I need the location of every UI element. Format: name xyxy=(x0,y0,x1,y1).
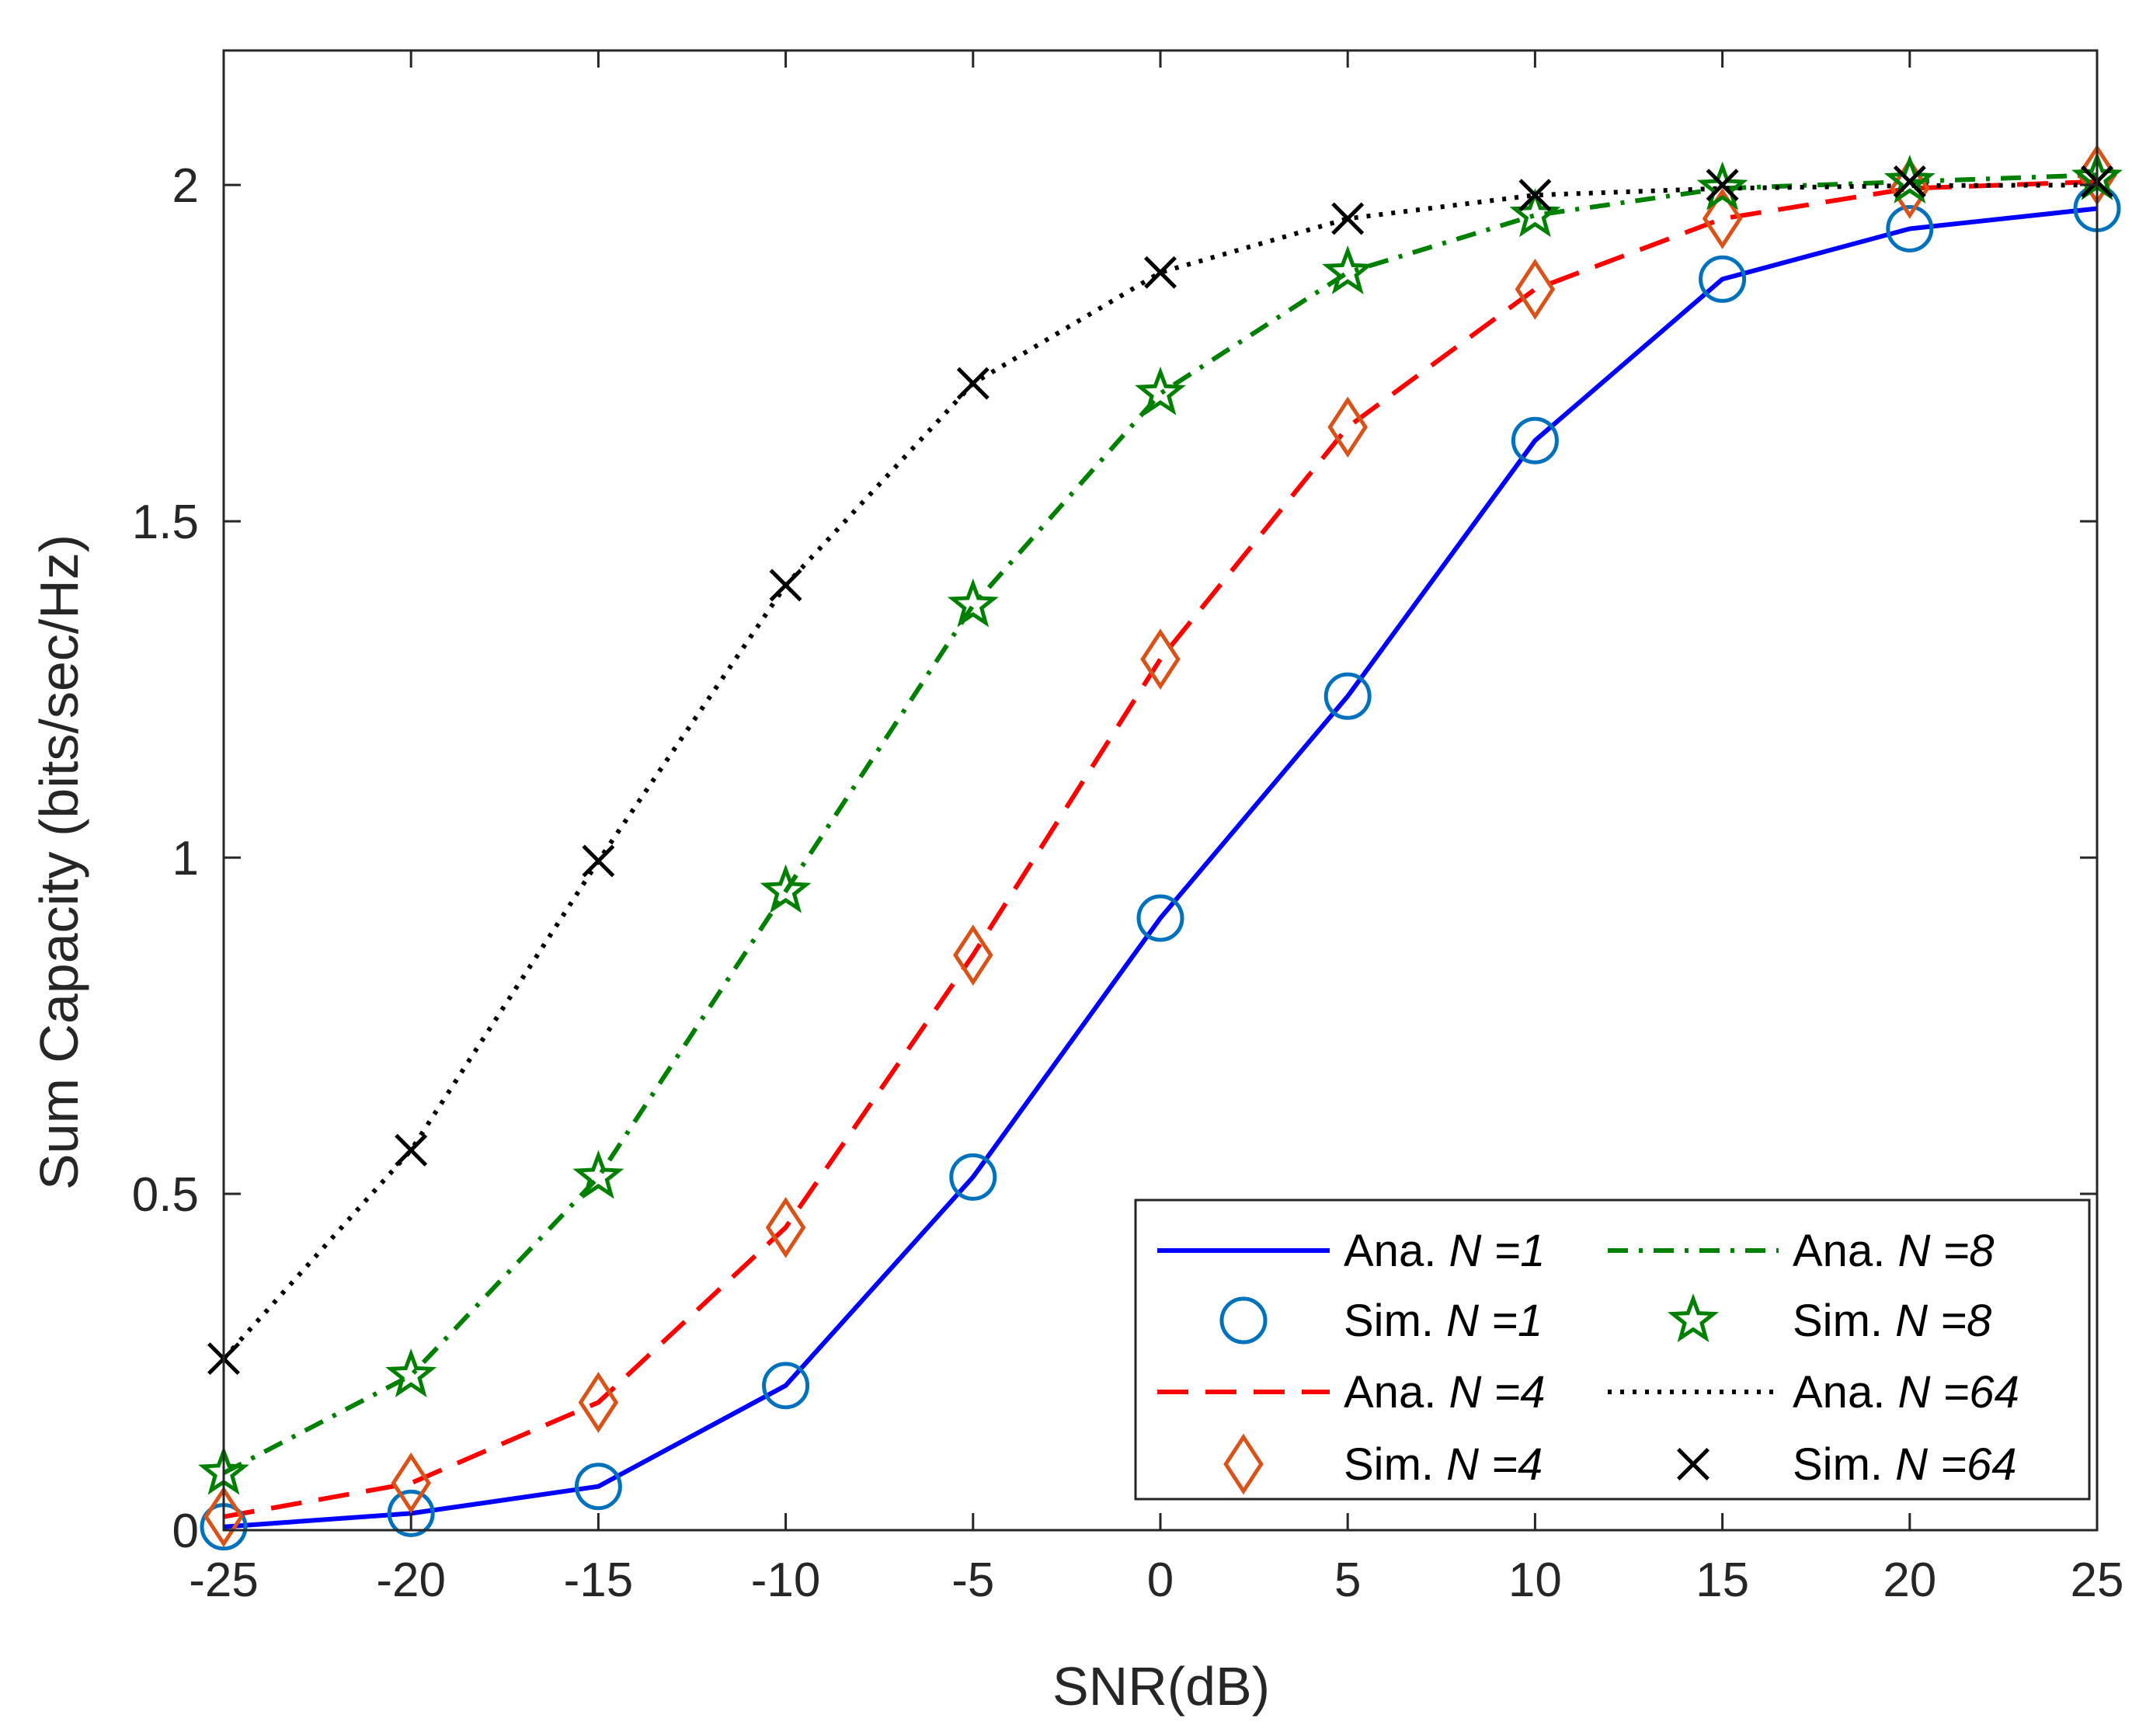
data-point-sim-n-64 xyxy=(582,844,615,878)
series-line-ana-n-1 xyxy=(223,206,2098,1529)
data-point-sim-n-8 xyxy=(1696,161,1748,210)
data-point-sim-n-8 xyxy=(760,864,812,913)
data-point-sim-n-1 xyxy=(1511,416,1559,464)
data-point-sim-n-64 xyxy=(1518,179,1552,212)
data-point-sim-n-8 xyxy=(1322,245,1374,294)
data-point-sim-n-1 xyxy=(1699,255,1747,303)
axes: -25 -20 -15 -10 -5 0 5 10 15 20 25 0 0.5 1 1.5 2 xyxy=(132,49,2124,1607)
legend: Ana. N =1 Sim. N =1 Ana. N =4 Sim. N =4 Ana.… xyxy=(1134,1199,2091,1501)
legend-item-ana-n-8: Ana. N =8 xyxy=(1608,1226,1995,1276)
x-tick-label: 25 xyxy=(2071,1553,2124,1607)
x-tick-label: 5 xyxy=(1334,1553,1361,1607)
x-tick-label: -15 xyxy=(564,1553,634,1607)
legend-label: Sim. N =64 xyxy=(1793,1439,2017,1490)
legend-swatch-marker xyxy=(1223,1433,1264,1495)
x-tick-label: -20 xyxy=(376,1553,446,1607)
data-point-sim-n-4 xyxy=(765,1196,806,1258)
legend-item-sim-n-8: Sim. N =8 xyxy=(1668,1293,1991,1346)
plot-area xyxy=(198,144,2123,1551)
data-point-sim-n-4 xyxy=(1702,188,1743,249)
x-tick-label: 20 xyxy=(1883,1553,1936,1607)
data-point-sim-n-1 xyxy=(1886,204,1934,252)
data-point-sim-n-8 xyxy=(947,578,999,628)
y-axis-label: Sum Capacity (bits/sec/Hz) xyxy=(29,534,89,1190)
y-tick-label: 0 xyxy=(172,1505,199,1558)
data-point-sim-n-4 xyxy=(1327,396,1368,458)
data-point-sim-n-64 xyxy=(1331,202,1365,235)
data-point-sim-n-4 xyxy=(1515,259,1556,320)
x-tick-label: 10 xyxy=(1508,1553,1562,1607)
legend-item-ana-n-1: Ana. N =1 xyxy=(1157,1226,1546,1276)
y-tick-label: 1.5 xyxy=(132,496,199,549)
y-tick-label: 0.5 xyxy=(132,1168,199,1222)
series-markers-sim-n-1 xyxy=(200,184,2121,1551)
x-tick-label: -5 xyxy=(951,1553,994,1607)
series-line-ana-n-8 xyxy=(222,172,2098,1476)
x-tick-label: 15 xyxy=(1696,1553,1749,1607)
x-tick-label: -25 xyxy=(189,1553,259,1607)
legend-label: Ana. N =64 xyxy=(1793,1367,2019,1418)
data-point-sim-n-1 xyxy=(762,1362,810,1410)
data-point-sim-n-64 xyxy=(956,367,990,400)
legend-item-sim-n-64: Sim. N =64 xyxy=(1677,1439,2017,1490)
legend-swatch-marker xyxy=(1219,1296,1268,1345)
data-point-sim-n-64 xyxy=(395,1133,428,1167)
legend-swatch-marker xyxy=(1668,1293,1719,1343)
legend-label: Ana. N =1 xyxy=(1344,1226,1546,1276)
legend-swatch-marker xyxy=(1677,1448,1709,1480)
legend-label: Sim. N =1 xyxy=(1344,1296,1543,1346)
legend-label: Sim. N =4 xyxy=(1344,1439,1543,1490)
data-point-sim-n-4 xyxy=(203,1486,244,1548)
legend-label: Sim. N =8 xyxy=(1793,1296,1991,1346)
series-line-ana-n-64 xyxy=(221,183,2098,1361)
y-tick-label: 1 xyxy=(172,832,199,885)
data-point-sim-n-4 xyxy=(1140,628,1181,691)
data-point-sim-n-1 xyxy=(1323,672,1372,720)
data-point-sim-n-4 xyxy=(391,1452,431,1514)
data-point-sim-n-8 xyxy=(1135,366,1186,416)
x-axis-label: SNR(dB) xyxy=(1052,1656,1270,1717)
data-point-sim-n-64 xyxy=(1144,256,1177,289)
series-line-ana-n-4 xyxy=(223,179,2098,1519)
legend-label: Ana. N =4 xyxy=(1344,1367,1546,1418)
x-tick-label: -10 xyxy=(751,1553,821,1607)
legend-label: Ana. N =8 xyxy=(1793,1226,1995,1276)
legend-item-ana-n-4: Ana. N =4 xyxy=(1157,1367,1546,1418)
data-point-sim-n-1 xyxy=(574,1463,622,1511)
data-point-sim-n-4 xyxy=(953,924,993,986)
data-point-sim-n-64 xyxy=(1706,169,1739,202)
data-point-sim-n-8 xyxy=(385,1348,437,1398)
data-point-sim-n-8 xyxy=(1883,155,1936,204)
series-markers-sim-n-64 xyxy=(207,165,2113,1376)
legend-item-sim-n-4: Sim. N =4 xyxy=(1223,1433,1543,1495)
y-tick-label: 2 xyxy=(172,159,199,213)
data-point-sim-n-1 xyxy=(387,1489,435,1537)
legend-item-sim-n-1: Sim. N =1 xyxy=(1219,1296,1543,1346)
data-point-sim-n-1 xyxy=(1136,894,1184,942)
data-point-sim-n-64 xyxy=(1893,165,1926,198)
data-point-sim-n-4 xyxy=(578,1372,619,1433)
data-point-sim-n-8 xyxy=(572,1150,624,1199)
legend-item-ana-n-64: Ana. N =64 xyxy=(1608,1367,2019,1418)
data-point-sim-n-64 xyxy=(769,569,802,602)
data-point-sim-n-1 xyxy=(949,1153,997,1201)
x-tick-label: 0 xyxy=(1147,1553,1174,1607)
